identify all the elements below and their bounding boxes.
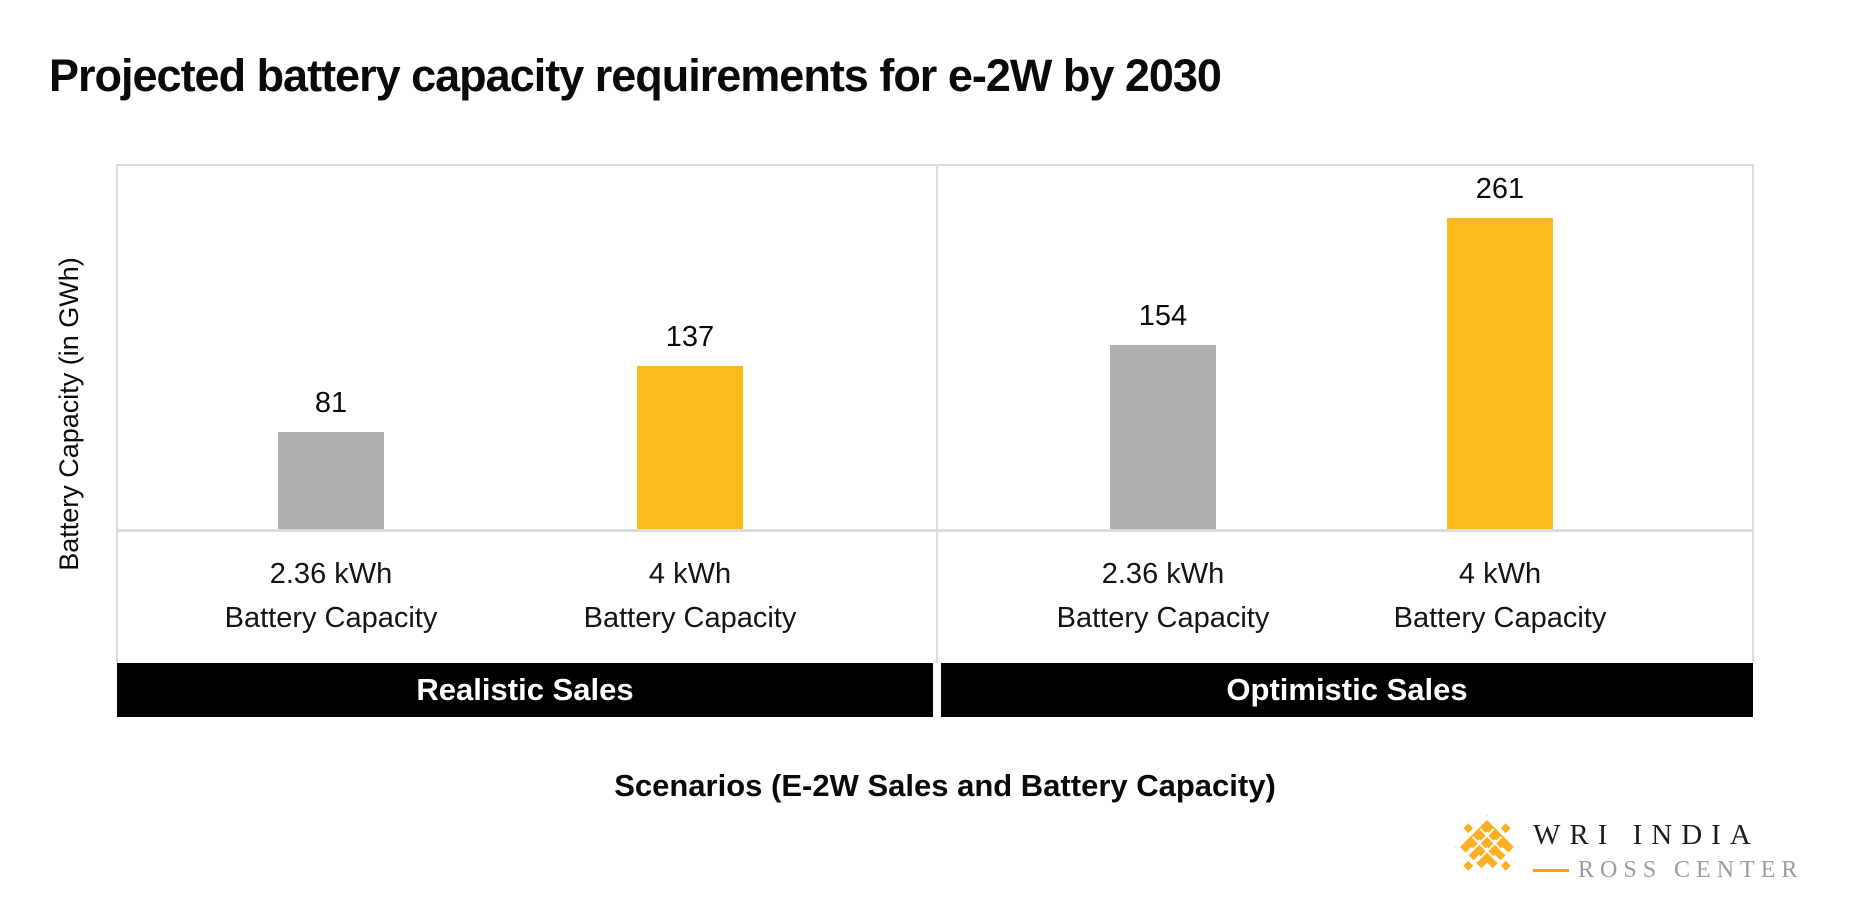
bar-realistic-2.36-kwh bbox=[278, 432, 384, 529]
wri-sub-brand-name: ROSS CENTER bbox=[1578, 857, 1804, 883]
bar-value-label: 154 bbox=[1138, 300, 1188, 332]
category-label-line2: Battery Capacity bbox=[583, 602, 797, 634]
wri-weave-icon bbox=[1455, 815, 1519, 879]
category-label: 2.36 kWh Battery Capacity bbox=[161, 552, 501, 640]
chart-title: Projected battery capacity requirements … bbox=[49, 50, 1222, 101]
category-label-line2: Battery Capacity bbox=[1393, 602, 1607, 634]
category-label: 4 kWh Battery Capacity bbox=[1330, 552, 1670, 640]
category-label: 4 kWh Battery Capacity bbox=[520, 552, 860, 640]
category-label-line1: 4 kWh bbox=[648, 558, 732, 590]
category-label-line2: Battery Capacity bbox=[1056, 602, 1270, 634]
logo-dash-icon bbox=[1533, 869, 1569, 872]
scenario-band-realistic: Realistic Sales bbox=[117, 663, 933, 717]
category-label-line2: Battery Capacity bbox=[224, 602, 438, 634]
panel-divider-line bbox=[936, 164, 938, 663]
bar-optimistic-4-kwh bbox=[1447, 218, 1553, 529]
bar-optimistic-2.36-kwh bbox=[1110, 345, 1216, 529]
wri-logo-text: WRI INDIA ROSS CENTER bbox=[1533, 815, 1803, 884]
scenario-band-optimistic: Optimistic Sales bbox=[941, 663, 1753, 717]
x-axis-baseline bbox=[116, 529, 1754, 532]
wri-sub-brand-row: ROSS CENTER bbox=[1533, 857, 1803, 884]
bar-value-label: 137 bbox=[665, 321, 715, 353]
category-label-line1: 2.36 kWh bbox=[1101, 558, 1225, 590]
wri-india-ross-center-logo: WRI INDIA ROSS CENTER bbox=[1455, 815, 1803, 884]
y-axis-label: Battery Capacity (in GWh) bbox=[54, 257, 84, 571]
plot-top-border bbox=[116, 164, 1754, 166]
plot-right-border bbox=[1752, 164, 1754, 663]
category-label: 2.36 kWh Battery Capacity bbox=[993, 552, 1333, 640]
bar-realistic-4-kwh bbox=[637, 366, 743, 529]
bar-value-label: 81 bbox=[314, 387, 348, 419]
wri-brand-name: WRI INDIA bbox=[1533, 819, 1760, 851]
plot-left-border bbox=[116, 164, 118, 663]
category-label-line1: 4 kWh bbox=[1458, 558, 1542, 590]
bar-value-label: 261 bbox=[1475, 173, 1525, 205]
x-axis-title: Scenarios (E-2W Sales and Battery Capaci… bbox=[614, 768, 1276, 803]
category-label-line1: 2.36 kWh bbox=[269, 558, 393, 590]
